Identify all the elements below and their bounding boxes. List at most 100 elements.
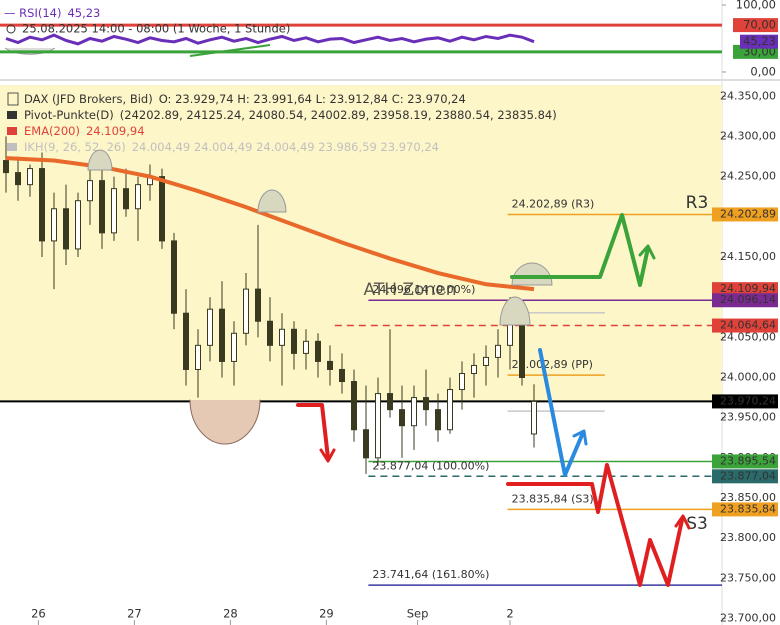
- axis-box: [712, 394, 778, 409]
- x-tick-label: 26: [31, 607, 46, 621]
- legend-icon: [7, 92, 19, 106]
- y-tick-label: 24.150,00: [720, 250, 776, 263]
- axis-box-label: 23.895,54: [720, 454, 776, 467]
- candle-body: [75, 200, 81, 250]
- shape: [257, 189, 287, 213]
- candle-body: [195, 344, 201, 370]
- shaded-zone: [0, 85, 722, 402]
- candle-body: [3, 160, 9, 174]
- y-tick-label: 23.800,00: [720, 531, 776, 544]
- x-tick-label: 29: [319, 607, 334, 621]
- y-tick-label: 23.750,00: [720, 571, 776, 584]
- legend-entry: IKH(9, 26, 52, 26) 24.004,49 24.004,49 24…: [24, 140, 439, 154]
- axis-box-label: 24.109,94: [720, 282, 776, 295]
- legend-entry: EMA(200) 24.109,94: [24, 124, 145, 138]
- candle-body: [255, 288, 261, 322]
- candle-body: [267, 320, 273, 346]
- axis-box-label: 23.877,04: [720, 469, 776, 482]
- indicator-values: (24202.89, 24125.24, 24080.54, 24002.89,…: [120, 108, 557, 122]
- candle-body: [327, 360, 333, 370]
- candle-body: [183, 312, 189, 370]
- candle-body: [459, 372, 465, 391]
- candle-body: [363, 429, 369, 459]
- legend-icon: [7, 143, 17, 151]
- candle-body: [495, 344, 501, 358]
- y-tick-label: 24.350,00: [720, 89, 776, 102]
- indicator-values: 24.109,94: [86, 124, 145, 138]
- shape: [87, 149, 113, 171]
- indicator-name: EMA(200): [24, 124, 80, 138]
- shape: [189, 399, 261, 445]
- candle-body: [159, 176, 165, 242]
- y-tick-label: 24.300,00: [720, 129, 776, 142]
- annotation: R3: [686, 193, 709, 213]
- subtitle: 25.08.2025 14:00 - 08:00 (1 Woche, 1 Stu…: [22, 22, 290, 36]
- candle-body: [483, 356, 489, 366]
- level-label: 23.741,64 (161.80%): [372, 568, 489, 581]
- y-tick-label: 100,00: [736, 0, 776, 12]
- arrow-head: [572, 429, 588, 446]
- candle-body: [231, 332, 237, 362]
- axis-box-label: 24.096,14: [720, 293, 776, 306]
- indicator-name: Pivot-Punkte(D): [24, 108, 114, 122]
- candle-body: [51, 208, 57, 242]
- candle-body: [387, 393, 393, 411]
- y-tick-label: 23.950,00: [720, 411, 776, 424]
- indicator-values: 24.004,49 24.004,49 24.004,49 23.986,59 …: [132, 140, 439, 154]
- legend-symbol: —: [4, 6, 19, 20]
- level-label: 23.835,84 (S3): [512, 492, 594, 505]
- y-tick-label: 24.050,00: [720, 330, 776, 343]
- x-tick-label: Sep: [407, 607, 429, 621]
- x-tick-label: 28: [223, 607, 238, 621]
- candle-body: [243, 288, 249, 334]
- x-tick-label: 2: [506, 607, 513, 621]
- arrow: [506, 463, 684, 587]
- legend-name: RSI(14): [19, 6, 61, 20]
- y-tick-label: 24.000,00: [720, 371, 776, 384]
- level-label: 24.202,89 (R3): [512, 197, 595, 210]
- arrow-head: [638, 244, 656, 260]
- candle-body: [39, 168, 45, 242]
- legend-entry: — RSI(14) 45,23: [4, 6, 100, 20]
- candle-body: [375, 393, 381, 459]
- axis-box-label: 23.970,24: [720, 394, 776, 407]
- main-panel: 24.350,0024.300,0024.250,0024.200,0024.1…: [0, 85, 776, 625]
- candle-body: [315, 340, 321, 362]
- arrow: [296, 403, 330, 460]
- arrow: [510, 213, 650, 287]
- candle-body: [63, 208, 69, 250]
- axis-box: [712, 282, 778, 297]
- candle-body: [99, 180, 105, 234]
- candle-body: [447, 389, 453, 431]
- axis-box-label: 70,00: [743, 18, 776, 32]
- axis-box: [733, 18, 778, 33]
- candle-body: [423, 397, 429, 411]
- annotation: S3: [686, 514, 708, 534]
- candle-body: [351, 381, 357, 431]
- candle-body: [219, 308, 225, 362]
- candle-body: [171, 240, 177, 314]
- legend-title: DAX (JFD Brokers, Bid) O: 23.929,74 H: 23…: [24, 92, 466, 106]
- axis-box: [712, 318, 778, 333]
- candle-body: [303, 340, 309, 354]
- axis-box: [712, 502, 778, 517]
- candle-body: [339, 368, 345, 383]
- candle-body: [531, 400, 537, 435]
- axis-box: [712, 454, 778, 469]
- shape: [499, 296, 531, 326]
- drawings: [87, 149, 691, 587]
- candle-body: [27, 168, 33, 186]
- legend-icon: [7, 111, 17, 119]
- legend-entry: Pivot-Punkte(D) (24202.89, 24125.24, 2408…: [24, 108, 557, 122]
- candle-body: [123, 188, 129, 210]
- ohlc: O: 23.929,74 H: 23.991,64 L: 23.912,84 C…: [159, 92, 466, 106]
- level-label: 24.002,89 (PP): [512, 358, 593, 371]
- candle-body: [399, 409, 405, 427]
- title: DAX (JFD Brokers, Bid): [24, 92, 153, 106]
- axis-box: [740, 34, 778, 49]
- annotation: ATH Zonen: [364, 280, 457, 300]
- legend-icon: [7, 127, 17, 135]
- candle-body: [279, 328, 285, 346]
- arrow-head: [319, 448, 336, 463]
